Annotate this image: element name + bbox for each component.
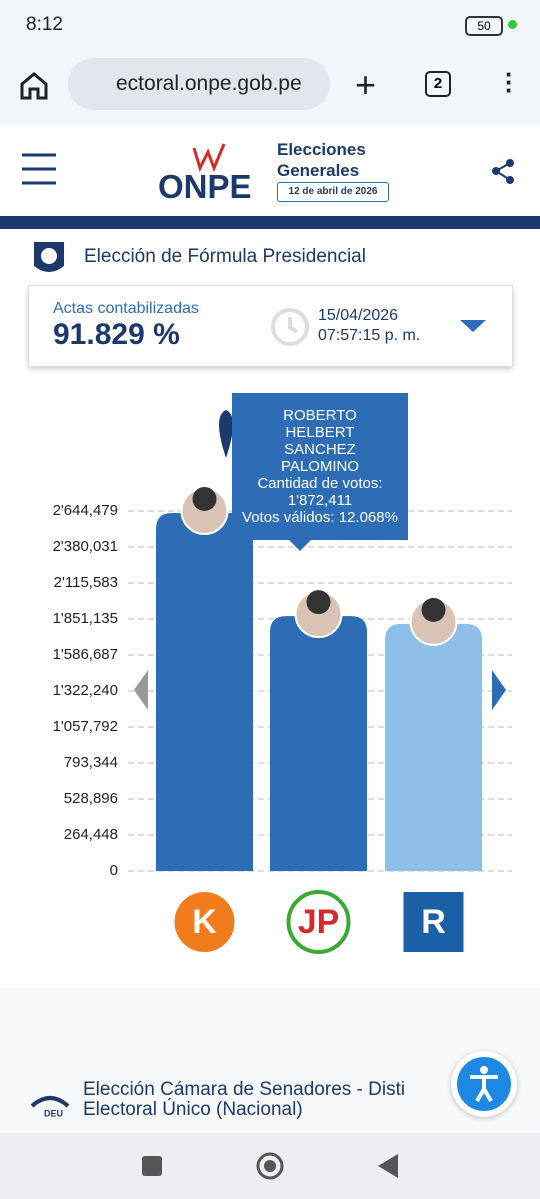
tooltip-name: ROBERTO HELBERT SANCHEZ PALOMINO bbox=[280, 407, 360, 475]
dot bbox=[508, 20, 517, 29]
actas-label: Actas contabilizadas bbox=[53, 300, 199, 317]
y-tick-label: 793,344 bbox=[64, 754, 118, 771]
brand: ONPE bbox=[158, 168, 252, 205]
spacer bbox=[0, 988, 540, 1133]
candidate-hair bbox=[192, 486, 217, 511]
bar bbox=[156, 512, 253, 871]
party-logo-text: JP bbox=[298, 903, 340, 941]
date: 15/04/2026 bbox=[318, 307, 399, 324]
bar bbox=[270, 616, 367, 871]
accessibility[interactable] bbox=[451, 1051, 517, 1117]
battery: 50 bbox=[465, 16, 503, 36]
url: ectoral.onpe.gob.pe bbox=[116, 72, 302, 95]
hamburger[interactable] bbox=[20, 152, 58, 186]
clock: 8:12 bbox=[26, 14, 63, 35]
party-logo bbox=[403, 892, 464, 952]
url-bar[interactable] bbox=[68, 58, 330, 110]
section-title: Elección de Fórmula Presidencial bbox=[84, 246, 366, 267]
actas-percent: 91.829 % bbox=[53, 318, 180, 351]
y-tick-label: 1'322,240 bbox=[53, 682, 118, 699]
party-logo bbox=[174, 892, 235, 952]
party-logo-text: R bbox=[421, 903, 446, 941]
nav-buttons[interactable] bbox=[140, 1150, 410, 1182]
party-logo bbox=[286, 890, 351, 954]
deu-icon: DEU bbox=[30, 1096, 70, 1118]
y-tick-label: 264,448 bbox=[64, 826, 118, 843]
title-line: Electoral Único (Nacional) bbox=[83, 1099, 303, 1120]
arrow-right bbox=[492, 670, 506, 710]
section2-title: Elección Cámara de Senadores - Disti Elec… bbox=[83, 1080, 405, 1120]
tabs[interactable]: 2 bbox=[425, 71, 451, 97]
logo-mark bbox=[192, 143, 226, 173]
y-tick-label: 2'644,479 bbox=[53, 502, 118, 519]
home-button[interactable] bbox=[18, 70, 50, 100]
title-line: Elecciones bbox=[277, 140, 366, 159]
y-tick-label: 528,896 bbox=[64, 790, 118, 807]
y-tick-label: 2'380,031 bbox=[53, 538, 118, 555]
y-tick-label: 2'115,583 bbox=[54, 574, 118, 591]
deu-label: DEU bbox=[44, 1108, 63, 1118]
tooltip-valid: Votos válidos: 12.068% bbox=[242, 509, 398, 526]
tooltip-votes: Cantidad de votos: 1'872,411 bbox=[257, 475, 383, 509]
arrow-left bbox=[134, 670, 148, 710]
new-tab[interactable]: + bbox=[355, 64, 377, 105]
crest bbox=[34, 242, 64, 272]
actas-card bbox=[28, 285, 513, 367]
menu[interactable]: · · · bbox=[505, 59, 514, 105]
header-title: Elecciones Generales bbox=[277, 139, 366, 181]
header-rule bbox=[0, 216, 540, 229]
pin bbox=[219, 410, 233, 458]
candidate-hair bbox=[306, 590, 331, 615]
actas-datetime: 15/04/2026 07:57:15 p. m. bbox=[318, 306, 420, 346]
title-line: Elección Cámara de Senadores - Disti bbox=[83, 1079, 406, 1100]
bar bbox=[385, 623, 482, 871]
candidate-hair bbox=[421, 597, 446, 622]
header-date: 12 de abril de 2026 bbox=[277, 182, 389, 202]
y-tick-label: 0 bbox=[110, 862, 118, 879]
share[interactable] bbox=[490, 158, 518, 186]
clock-icon bbox=[271, 308, 309, 346]
chart: 0 264,448 528,896 793,344 1'057,792 1'322,240… bbox=[53, 410, 512, 954]
dropdown[interactable] bbox=[458, 318, 488, 334]
y-tick-label: 1'057,792 bbox=[53, 718, 118, 735]
time: 07:57:15 p. m. bbox=[318, 327, 421, 344]
y-tick-label: 1'851,135 bbox=[53, 610, 118, 627]
party-logo-text: K bbox=[192, 903, 217, 941]
y-tick-label: 1'586,687 bbox=[53, 646, 118, 663]
title-line: Generales bbox=[277, 161, 360, 180]
tooltip-pointer bbox=[288, 539, 312, 551]
tooltip: ROBERTO HELBERT SANCHEZ PALOMINO Cantida… bbox=[232, 393, 408, 540]
